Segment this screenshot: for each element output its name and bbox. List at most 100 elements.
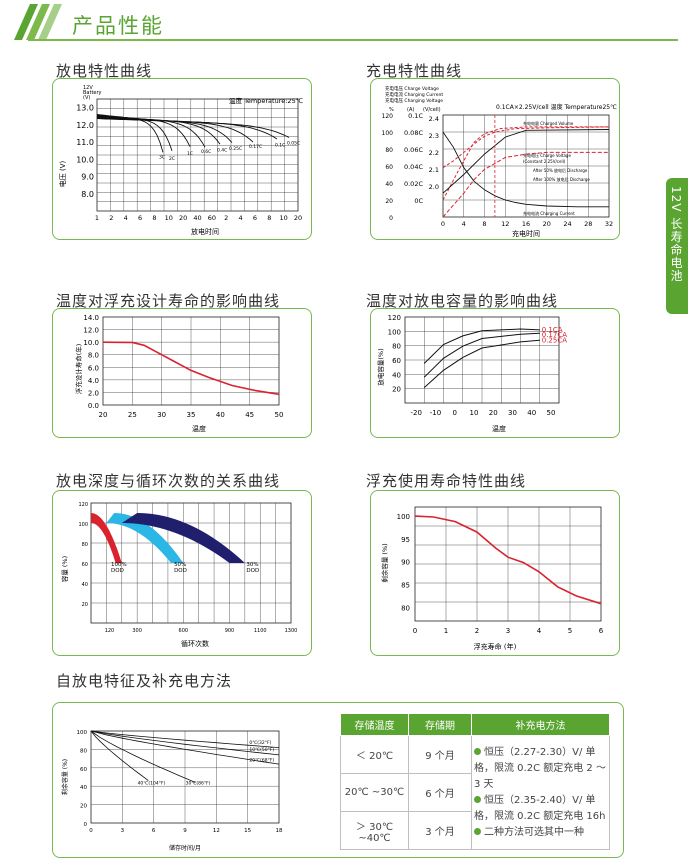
discharge-y-tick: 9.0: [81, 173, 94, 182]
charge-x-tick: 24: [563, 220, 571, 228]
temp-cap-y-tick: 60: [392, 357, 401, 365]
temp-life-y-tick: 6.0: [88, 364, 99, 372]
charge-curves: [442, 115, 610, 218]
discharge-curve: [96, 118, 290, 138]
self-y-tick: 60: [80, 767, 87, 773]
float-y-tick: 80: [401, 604, 410, 612]
dod-y-tick: 20: [82, 602, 88, 608]
temp-life-y-tick: 8.0: [88, 352, 99, 360]
self-ticks: 100 80 60 40 20 00 3 6 9 12 15 18: [77, 730, 283, 834]
charge-amp-tick: 0.02C: [404, 180, 423, 188]
charge-x-tick: 32: [605, 220, 613, 228]
method-item: 恒压（2.27-2.30）V/ 单格，限流 0.2C 额定充电 2 ～ 3 天: [474, 746, 606, 790]
self-y-tick: 80: [80, 748, 87, 754]
dod-x-label: 循环次数: [181, 639, 209, 648]
discharge-x-tick: 6: [253, 214, 257, 222]
float-x-tick: 4: [537, 627, 542, 635]
self-curve: [90, 730, 149, 782]
discharge-x-tick: 6: [138, 214, 142, 222]
discharge-x-tick: 4: [124, 214, 128, 222]
self-curve: [90, 730, 280, 748]
self-x-tick: 0: [89, 828, 93, 834]
charge-amp-tick: 0.08C: [404, 129, 423, 137]
float-section-title: 浮充使用寿命特性曲线: [366, 472, 527, 490]
temp-life-x-label: 温度: [192, 424, 206, 433]
charged-volume-curve: [442, 126, 609, 201]
charge-amp-tick: 0.1C: [408, 112, 423, 120]
dod-band: [121, 513, 245, 563]
temp-life-x-tick: 45: [245, 411, 254, 419]
temp-cap-x-label: 温度: [492, 424, 506, 433]
self-x-tick: 12: [213, 828, 220, 834]
self-y-label: 剩余容量 (%): [61, 759, 69, 795]
charge-pct-tick: 0: [389, 215, 393, 222]
temp-life-x-tick: 25: [128, 411, 137, 419]
discharge-x-tick: 4: [239, 214, 243, 222]
charge-axis-header-0: 充电电压 Charge Voltage: [385, 85, 439, 92]
charge-voltage-curve: [442, 126, 610, 169]
temp-cap-curve: [423, 332, 540, 378]
temp-cap-x-tick: 10: [470, 409, 479, 417]
discharge-x-tick: 10: [165, 214, 173, 222]
charge-legend: 充电电量 Charged Volume 充电电压 Charge Voltage(C…: [523, 120, 590, 216]
dod-chart: 容量 (%) 循环次数 120 100 80 60 40 20 120 300 600 900 11…: [60, 502, 297, 648]
dod-ticks: 120 100 80 60 40 20 120 300 600 900 1100 1300: [78, 502, 297, 634]
discharge-curve-label: 0.1C: [275, 142, 285, 148]
self-x-tick: 18: [276, 828, 283, 834]
temp-cap-curve-label: 0.1CA: [542, 326, 563, 334]
discharge-y-label: 电压 (V): [58, 160, 67, 187]
temp-cap-y-label: 放电容量(%): [376, 348, 385, 385]
temp-life-y-label: 浮充设计寿命(年): [74, 344, 83, 395]
discharge-curve-labels: 3C 2C 1C 0.6C 0.4C 0.25C 0.17C 0.1C 0.05C: [159, 141, 300, 163]
float-y-tick: 85: [401, 582, 410, 590]
temp-capacity-chart: 放电容量(%) 温度 120 100 80 60 40 20 -20 -10 0 10 20 30 40…: [376, 314, 567, 433]
dod-x-tick: 600: [179, 628, 189, 634]
float-x-tick: 0: [413, 627, 417, 635]
dod-section-title: 放电深度与循环次数的关系曲线: [56, 472, 281, 490]
charge-ticks: 1201008060402000.1C0.08C0.06C0.04C0.02C0…: [382, 112, 614, 228]
charge-unit-amp: (A): [407, 107, 414, 113]
dod-x-tick: 300: [132, 628, 142, 634]
float-y-tick: 100: [397, 513, 410, 521]
table-row-period: 6 个月: [408, 773, 472, 812]
temp-life-y-tick: 0.0: [88, 402, 99, 410]
dod-band: [91, 513, 122, 563]
float-x-tick: 5: [568, 627, 572, 635]
float-x-tick: 3: [506, 627, 510, 635]
dod-y-tick: 80: [82, 542, 88, 548]
temp-life-y-tick: 10.0: [83, 339, 99, 347]
discharge-curve-label: 0.4C: [217, 148, 227, 154]
charge-volt-tick: 2.3: [429, 132, 439, 140]
temp-cap-curve: [423, 339, 540, 388]
charge-x-tick: 16: [522, 220, 530, 228]
temp-cap-ticks: 120 100 80 60 40 20 -20 -10 0 10 20 30 40 50: [388, 314, 556, 417]
discharge-y-tick: 11.0: [76, 138, 94, 147]
discharge-x-tick: 60: [208, 214, 216, 222]
charge-x-tick: 12: [501, 220, 509, 228]
charge-pct-tick: 40: [385, 181, 393, 188]
temp-cap-x-tick: 0: [453, 409, 457, 417]
discharge-y-tick: 12.0: [76, 121, 94, 130]
header-stripes: [14, 4, 62, 40]
float-curve: [414, 515, 602, 605]
charge-pct-tick: 80: [385, 147, 393, 154]
dod-label-pct: 30%: [246, 562, 258, 568]
table-row-period: 3 个月: [408, 811, 472, 850]
self-curves: [90, 730, 280, 783]
discharge-x-tick: 8: [267, 214, 271, 222]
self-y-tick: 0: [84, 822, 88, 828]
charge-pct-tick: 100: [382, 130, 394, 137]
discharge-x-label: 放电时间: [191, 227, 219, 236]
discharge-x-tick: 10: [280, 214, 288, 222]
discharge-y-tick: 13.0: [76, 104, 94, 113]
self-x-tick: 3: [121, 828, 125, 834]
charge-legend-item: After 100% 放电后 Discharge: [533, 176, 590, 182]
charge-panel: 充电电压 Charge Voltage 充电电流 Charging Curren…: [370, 78, 620, 240]
discharge-x-ticks: 1 2 4 6 8 10 20 40 60 2 4 6 8 10 20: [95, 214, 302, 222]
temp-life-section-title: 温度对浮充设计寿命的影响曲线: [56, 292, 281, 310]
discharge-x-tick: 2: [109, 214, 113, 222]
method-item: 恒压（2.35-2.40）V/ 单格，限流 0.2C 额定充电 16h: [474, 794, 606, 822]
self-curve: [90, 730, 196, 783]
table-row-temp: ＜ 20℃: [340, 735, 409, 774]
discharge-x-tick: 1: [95, 214, 99, 222]
